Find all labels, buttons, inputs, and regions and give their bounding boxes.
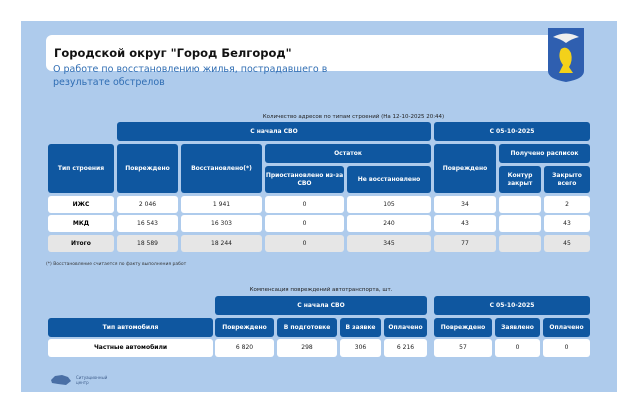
table1-cell-suspended: 0 [265,196,344,213]
table2-caption: Компенсация повреждений автотранспорта, … [249,287,393,293]
col-damaged2: Повреждено [434,144,496,193]
table1-cell-restored: 1 941 [181,196,262,213]
table2-col-header: Повреждено [215,318,274,337]
col-contour: Контур закрыт [499,166,541,193]
table2-cell: 306 [340,339,381,357]
t2-group-date: С 05-10-2025 [434,296,590,315]
table2-col-header: Оплачено [543,318,590,337]
col-remain: Остаток [265,144,431,163]
table2-col-header: В заявке [340,318,381,337]
table1-cell-type: Итого [48,235,114,252]
footnote: (*) Восстановление считается по факту вы… [46,262,187,267]
col-type: Тип строения [48,144,114,193]
table2-cell: 6 820 [215,339,274,357]
group-svo: С начала СВО [117,122,431,141]
table1-cell-type: ИЖС [48,196,114,213]
col-receipts: Получено расписок [499,144,590,163]
col-not-restored: Не восстановлено [347,166,431,193]
table1-cell-closed: 43 [544,215,590,232]
table2-col-header: Тип автомобиля [48,318,213,337]
table2-cell: 0 [495,339,540,357]
col-damaged: Повреждено [117,144,178,193]
table2-col-header: Заявлено [495,318,540,337]
table1-cell-damaged2: 43 [434,215,496,232]
table1-cell-closed: 2 [544,196,590,213]
table1-cell-damaged2: 34 [434,196,496,213]
coat-of-arms-icon [548,28,584,82]
group-date: С 05-10-2025 [434,122,590,141]
situation-center-logo: Ситуационный центр [50,374,116,386]
table2-cell: Частные автомобили [48,339,213,357]
table1-cell-closed: 45 [544,235,590,252]
table2-cell: 0 [543,339,590,357]
table1-caption: Количество адресов по типам строений (На… [262,114,445,120]
page-subtitle: О работе по восстановлению жилья, постра… [53,64,328,88]
table1-cell-contour [499,196,541,213]
table1-cell-not_restored: 105 [347,196,431,213]
table2-cell: 6 216 [384,339,427,357]
region-map-icon [51,375,71,385]
table1-cell-not_restored: 345 [347,235,431,252]
table1-cell-suspended: 0 [265,235,344,252]
table1-cell-suspended: 0 [265,215,344,232]
table2-cell: 298 [277,339,337,357]
table1-cell-contour [499,215,541,232]
page-title: Городской округ "Город Белгород" [46,35,581,71]
col-restored: Восстановлено(*) [181,144,262,193]
table1-cell-damaged: 18 589 [117,235,178,252]
table1-cell-restored: 18 244 [181,235,262,252]
table1-cell-damaged2: 77 [434,235,496,252]
table2-col-header: В подготовке [277,318,337,337]
col-closed: Закрыто всего [544,166,590,193]
table1-cell-restored: 16 303 [181,215,262,232]
t2-group-svo: С начала СВО [215,296,427,315]
table2-col-header: Повреждено [434,318,492,337]
table1-cell-type: МКД [48,215,114,232]
col-suspended: Приостановлено из-за СВО [265,166,344,193]
table2-cell: 57 [434,339,492,357]
table1-cell-damaged: 2 046 [117,196,178,213]
table1-cell-not_restored: 240 [347,215,431,232]
table1-cell-damaged: 16 543 [117,215,178,232]
table2-col-header: Оплачено [384,318,427,337]
table1-cell-contour [499,235,541,252]
